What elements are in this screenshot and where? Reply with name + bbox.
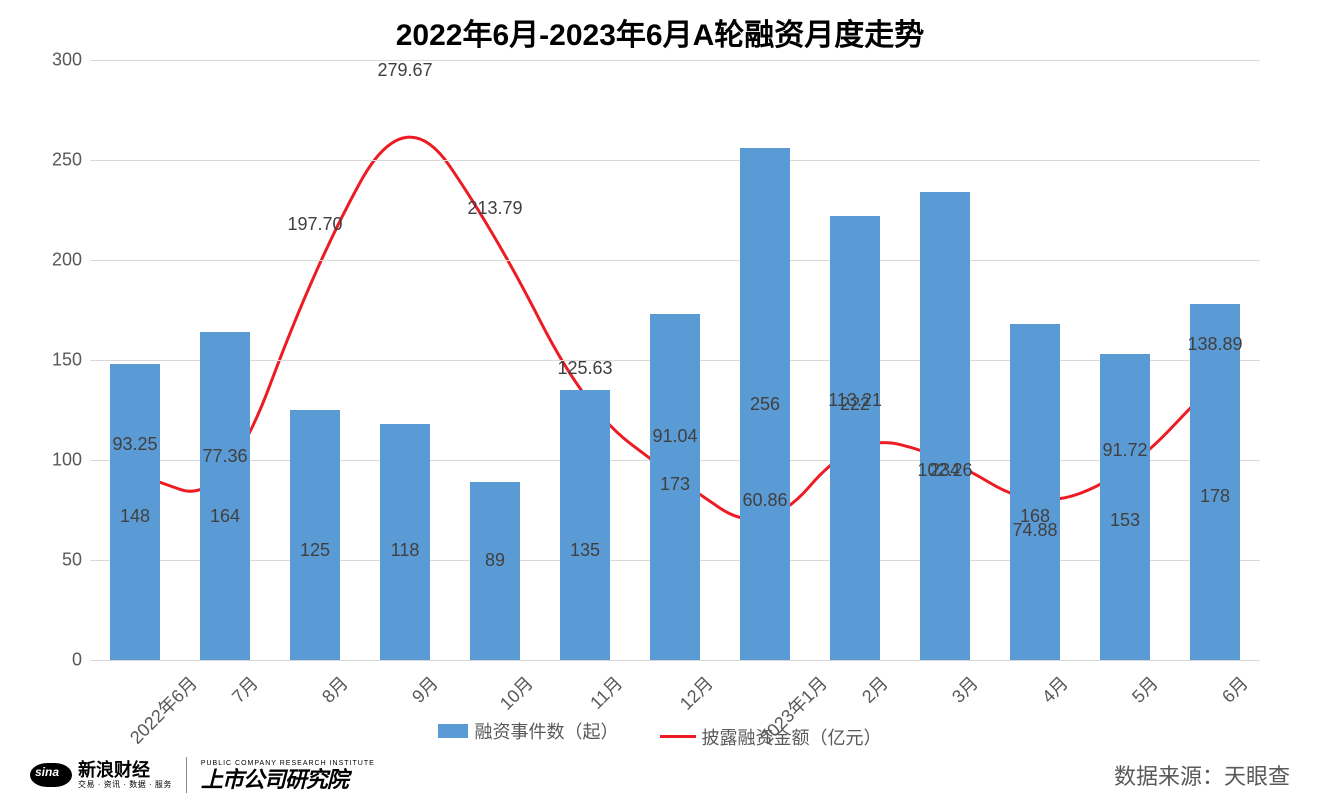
sina-eye-icon xyxy=(30,763,72,787)
line-value-label: 77.36 xyxy=(202,446,247,467)
chart-plot-area: 1481641251188913517325622223416815317893… xyxy=(90,60,1260,660)
logo-inst-en: PUBLIC COMPANY RESEARCH INSTITUTE xyxy=(201,760,375,767)
line-value-label: 91.72 xyxy=(1102,440,1147,461)
x-tick-label: 2月 xyxy=(855,670,893,708)
logo-sina-sub: 交易 · 资讯 · 数据 · 服务 xyxy=(78,779,172,790)
bar-value-label: 135 xyxy=(570,540,600,561)
line-value-label: 91.04 xyxy=(652,426,697,447)
bar-value-label: 125 xyxy=(300,540,330,561)
bar xyxy=(830,216,880,660)
logo-sina-cn: 新浪财经 xyxy=(78,761,172,779)
y-tick-label: 0 xyxy=(72,650,82,671)
y-axis: 050100150200250300 xyxy=(40,60,90,660)
bar-value-label: 178 xyxy=(1200,486,1230,507)
legend-label-line: 披露融资金额（亿元） xyxy=(702,724,882,750)
x-tick-label: 10月 xyxy=(493,670,538,715)
line-value-label: 125.63 xyxy=(557,358,612,379)
x-tick-label: 7月 xyxy=(225,670,263,708)
data-source: 数据来源：天眼查 xyxy=(1114,759,1290,791)
bar-value-label: 153 xyxy=(1110,510,1140,531)
gridline xyxy=(90,660,1260,661)
bar-value-label: 164 xyxy=(210,506,240,527)
logo-inst-cn: 上市公司研究院 xyxy=(201,769,375,791)
line-value-label: 213.79 xyxy=(467,198,522,219)
x-tick-label: 5月 xyxy=(1125,670,1163,708)
legend-item-bar: 融资事件数（起） xyxy=(438,718,618,744)
bar-value-label: 89 xyxy=(485,550,505,571)
line-value-label: 279.67 xyxy=(377,60,432,81)
bar xyxy=(290,410,340,660)
line-value-label: 197.70 xyxy=(287,214,342,235)
x-tick-label: 11月 xyxy=(583,670,627,714)
legend-item-line: 披露融资金额（亿元） xyxy=(660,724,882,750)
line-value-label: 93.25 xyxy=(112,434,157,455)
bar xyxy=(1010,324,1060,660)
bar xyxy=(1190,304,1240,660)
line-value-label: 102.26 xyxy=(917,460,972,481)
footer-logos: 新浪财经 交易 · 资讯 · 数据 · 服务 PUBLIC COMPANY RE… xyxy=(30,757,375,793)
legend-swatch-bar xyxy=(438,724,468,738)
chart-title: 2022年6月-2023年6月A轮融资月度走势 xyxy=(0,0,1320,54)
legend-swatch-line xyxy=(660,735,696,738)
x-tick-label: 12月 xyxy=(673,670,718,715)
chart-legend: 融资事件数（起） 披露融资金额（亿元） xyxy=(0,718,1320,750)
bar xyxy=(560,390,610,660)
y-tick-label: 200 xyxy=(52,250,82,271)
line-value-label: 60.86 xyxy=(742,490,787,511)
bar-value-label: 148 xyxy=(120,506,150,527)
gridline xyxy=(90,260,1260,261)
y-tick-label: 250 xyxy=(52,150,82,171)
x-tick-label: 9月 xyxy=(405,670,443,708)
logo-sina: 新浪财经 交易 · 资讯 · 数据 · 服务 xyxy=(30,761,172,790)
bar xyxy=(1100,354,1150,660)
bar xyxy=(200,332,250,660)
line-value-label: 74.88 xyxy=(1012,520,1057,541)
logo-institute: PUBLIC COMPANY RESEARCH INSTITUTE 上市公司研究… xyxy=(201,760,375,791)
x-tick-label: 6月 xyxy=(1215,670,1253,708)
logo-divider xyxy=(186,757,187,793)
bar xyxy=(920,192,970,660)
y-tick-label: 300 xyxy=(52,50,82,71)
footer: 新浪财经 交易 · 资讯 · 数据 · 服务 PUBLIC COMPANY RE… xyxy=(0,750,1320,800)
x-tick-label: 3月 xyxy=(945,670,983,708)
bar-value-label: 118 xyxy=(391,540,420,561)
y-tick-label: 50 xyxy=(62,550,82,571)
gridline xyxy=(90,60,1260,61)
y-tick-label: 150 xyxy=(52,350,82,371)
x-tick-label: 8月 xyxy=(315,670,353,708)
x-tick-label: 4月 xyxy=(1035,670,1073,708)
line-value-label: 138.89 xyxy=(1187,334,1242,355)
line-value-label: 113.21 xyxy=(828,390,882,411)
y-tick-label: 100 xyxy=(52,450,82,471)
bar-value-label: 256 xyxy=(750,394,780,415)
bar xyxy=(470,482,520,660)
bar-value-label: 173 xyxy=(660,474,690,495)
gridline xyxy=(90,160,1260,161)
legend-label-bar: 融资事件数（起） xyxy=(474,718,618,744)
